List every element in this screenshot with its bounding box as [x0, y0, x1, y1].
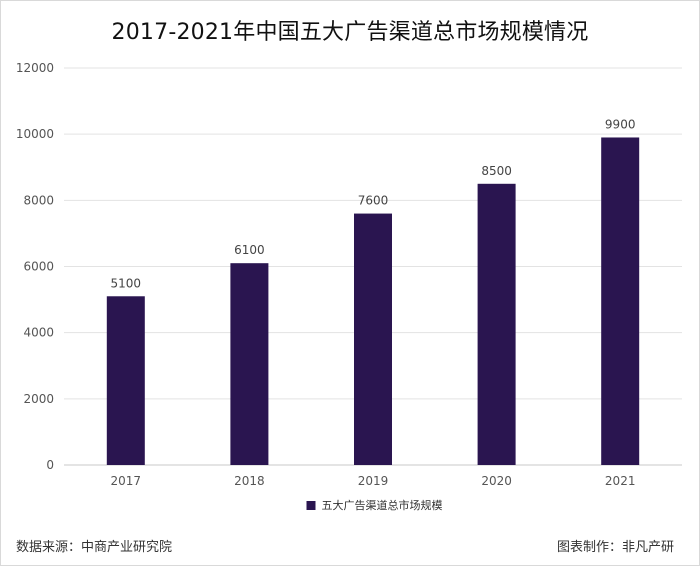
data-source-note: 数据来源：中商产业研究院	[16, 540, 173, 555]
data-label-2020: 8500	[481, 164, 512, 178]
x-tick-label-2019: 2019	[358, 474, 389, 488]
y-tick-label: 10000	[16, 127, 54, 141]
bar-2020	[477, 183, 516, 465]
bar-2019	[354, 213, 392, 465]
bar-2021	[601, 137, 640, 465]
legend-swatch	[306, 501, 316, 510]
data-label-2018: 6100	[234, 243, 265, 257]
x-tick-label-2018: 2018	[234, 474, 265, 488]
bar-2017	[106, 296, 145, 465]
data-label-2017: 5100	[111, 276, 142, 290]
y-tick-label: 6000	[23, 260, 54, 274]
data-label-2021: 9900	[605, 117, 636, 131]
x-tick-label-2021: 2021	[605, 474, 636, 488]
chart-maker-note: 图表制作：非凡产研	[556, 540, 674, 555]
bar-2018	[230, 263, 269, 465]
y-tick-label: 0	[46, 458, 54, 472]
legend-label: 五大广告渠道总市场规模	[322, 498, 443, 512]
x-tick-label-2017: 2017	[111, 474, 142, 488]
chart-title: 2017-2021年中国五大广告渠道总市场规模情况	[111, 20, 589, 45]
x-tick-label-2020: 2020	[481, 474, 512, 488]
data-label-2019: 7600	[358, 194, 389, 208]
y-tick-label: 2000	[23, 392, 54, 406]
y-tick-label: 4000	[23, 326, 54, 340]
y-tick-label: 12000	[16, 61, 54, 75]
y-tick-label: 8000	[23, 193, 54, 207]
